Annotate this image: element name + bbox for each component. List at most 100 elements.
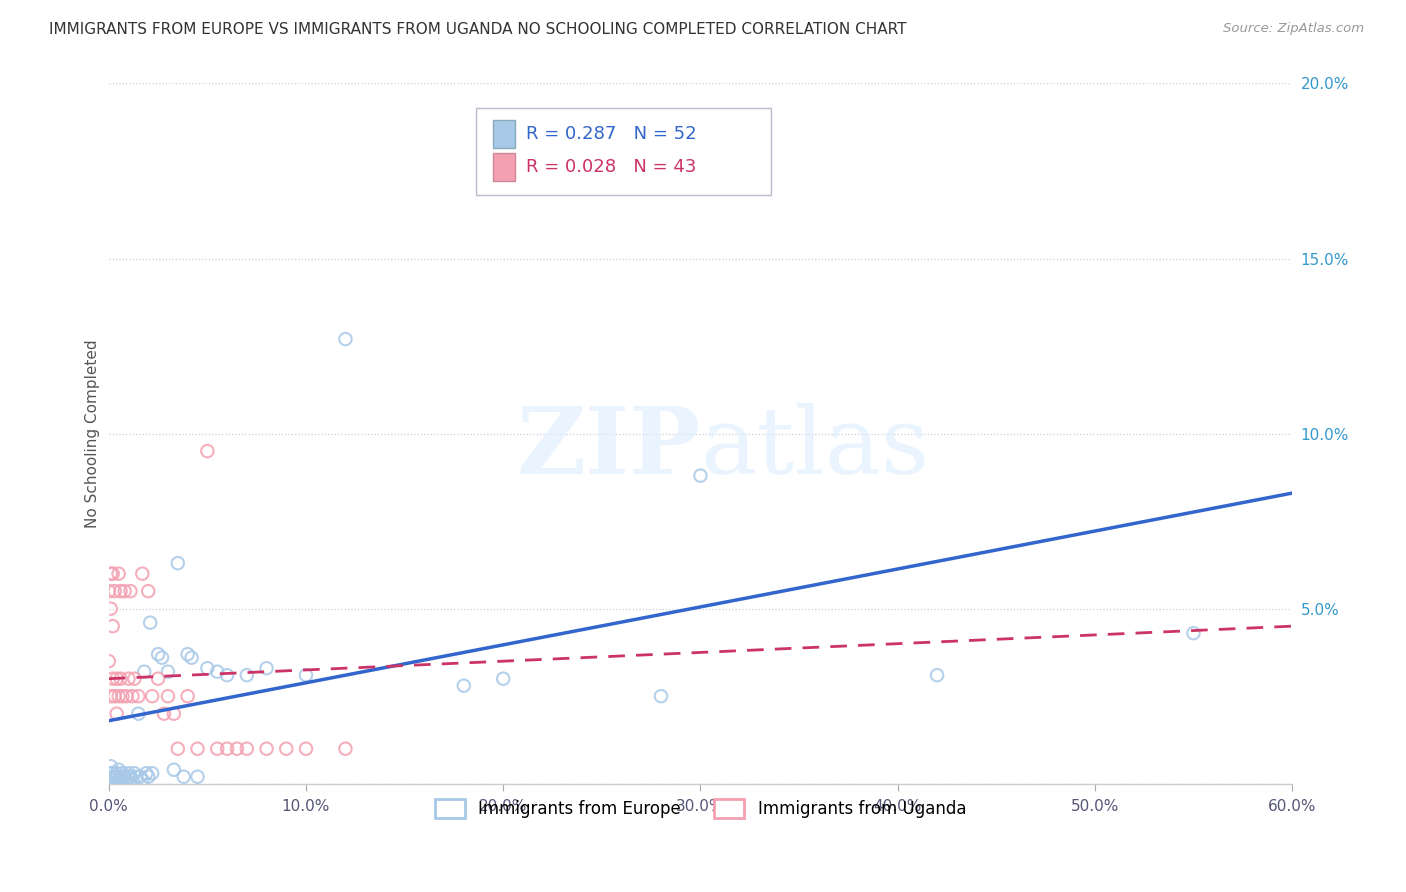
Point [110, 584, 132, 599]
Point [104, 584, 127, 599]
Text: IMMIGRANTS FROM EUROPE VS IMMIGRANTS FROM UGANDA NO SCHOOLING COMPLETED CORRELAT: IMMIGRANTS FROM EUROPE VS IMMIGRANTS FRO… [49, 22, 907, 37]
Point [105, 706, 128, 721]
Point [101, 566, 124, 581]
Point [927, 668, 949, 682]
Point [127, 706, 149, 721]
Point [107, 566, 129, 581]
Point [1182, 626, 1205, 640]
Point [195, 444, 218, 458]
Point [141, 766, 163, 780]
Point [335, 741, 357, 756]
Text: R = 0.287   N = 52: R = 0.287 N = 52 [526, 125, 697, 143]
Point [124, 672, 146, 686]
Legend: Immigrants from Europe, Immigrants from Uganda: Immigrants from Europe, Immigrants from … [429, 792, 973, 824]
Point [111, 766, 134, 780]
Point [104, 773, 127, 788]
Point [166, 556, 188, 570]
Point [121, 773, 143, 788]
Point [295, 741, 318, 756]
Point [156, 665, 179, 679]
Point [136, 584, 159, 599]
Point [121, 689, 143, 703]
Point [195, 661, 218, 675]
Point [141, 689, 163, 703]
Point [120, 770, 142, 784]
FancyBboxPatch shape [494, 120, 515, 148]
Point [166, 741, 188, 756]
Point [146, 647, 169, 661]
Point [163, 706, 186, 721]
FancyBboxPatch shape [475, 108, 772, 195]
Point [117, 766, 139, 780]
Point [180, 650, 202, 665]
Point [150, 650, 173, 665]
Point [650, 689, 672, 703]
Point [114, 770, 136, 784]
Point [146, 672, 169, 686]
Point [100, 566, 122, 581]
Point [107, 763, 129, 777]
Point [117, 672, 139, 686]
Point [101, 766, 124, 780]
Point [689, 468, 711, 483]
Point [104, 770, 127, 784]
Point [107, 689, 129, 703]
Point [100, 759, 122, 773]
Text: atlas: atlas [700, 402, 929, 492]
Point [115, 773, 138, 788]
Point [236, 741, 259, 756]
Point [104, 689, 127, 703]
Text: Source: ZipAtlas.com: Source: ZipAtlas.com [1223, 22, 1364, 36]
Point [105, 770, 128, 784]
Point [129, 770, 152, 784]
Point [139, 615, 162, 630]
Point [156, 689, 179, 703]
Point [131, 773, 153, 788]
Point [101, 770, 124, 784]
Point [492, 672, 515, 686]
Point [100, 689, 122, 703]
Point [110, 770, 132, 784]
Point [207, 741, 229, 756]
Point [256, 661, 278, 675]
Point [114, 584, 136, 599]
Point [117, 770, 139, 784]
Point [115, 689, 138, 703]
Point [110, 773, 132, 788]
Point [176, 689, 198, 703]
Point [207, 665, 229, 679]
Point [101, 672, 124, 686]
Point [105, 672, 128, 686]
Point [110, 672, 132, 686]
Point [163, 763, 186, 777]
Point [256, 741, 278, 756]
Point [176, 647, 198, 661]
FancyBboxPatch shape [494, 153, 515, 181]
Point [131, 566, 153, 581]
Point [173, 770, 195, 784]
Point [120, 584, 142, 599]
Point [276, 741, 298, 756]
Point [335, 332, 357, 346]
Point [134, 665, 156, 679]
Point [136, 770, 159, 784]
Point [236, 668, 259, 682]
Point [135, 766, 157, 780]
Point [97, 654, 120, 668]
Point [295, 668, 318, 682]
Point [127, 689, 149, 703]
Text: R = 0.028   N = 43: R = 0.028 N = 43 [526, 159, 697, 177]
Point [105, 766, 128, 780]
Point [453, 679, 475, 693]
Point [100, 766, 122, 780]
Point [111, 770, 134, 784]
Point [226, 741, 249, 756]
Point [153, 706, 176, 721]
Point [124, 766, 146, 780]
Point [186, 770, 208, 784]
Point [186, 741, 208, 756]
Point [217, 741, 239, 756]
Point [101, 619, 124, 633]
Text: ZIP: ZIP [516, 402, 700, 492]
Point [100, 601, 122, 615]
